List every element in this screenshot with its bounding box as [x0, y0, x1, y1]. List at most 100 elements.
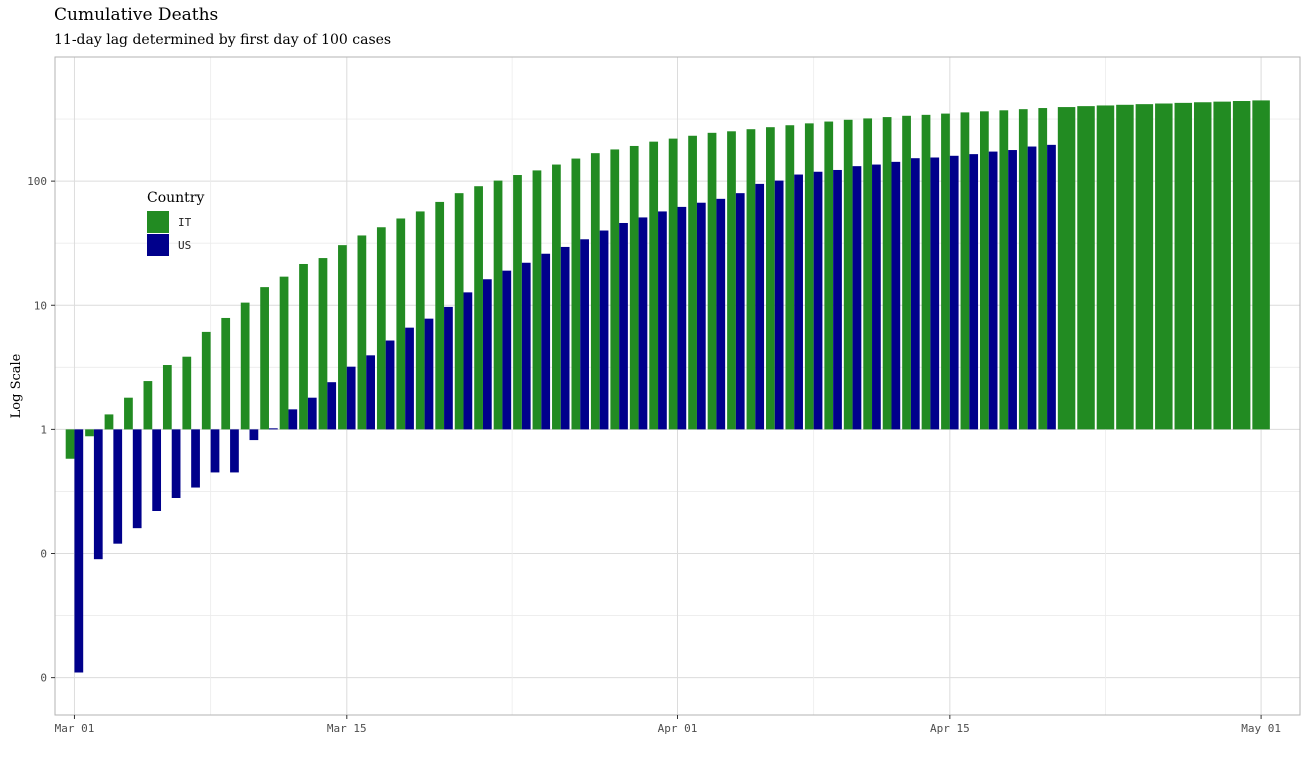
bar-us [210, 429, 220, 473]
y-tick-label: 0 [40, 672, 47, 685]
bar-it [921, 114, 931, 430]
bar-us [502, 270, 512, 430]
bar-us [132, 429, 142, 529]
bar-it [785, 125, 795, 430]
bar-it [1232, 101, 1251, 430]
legend-label-us: US [178, 239, 191, 252]
legend-swatch-us [147, 234, 169, 256]
bar-it [766, 127, 775, 430]
bar-it [143, 381, 153, 430]
bar-us [405, 327, 414, 430]
bar-us [74, 429, 84, 673]
legend-title: Country [147, 190, 204, 206]
bar-us [444, 306, 453, 430]
bar-it [960, 112, 970, 430]
y-axis: 0 0 1 10 100 [27, 175, 55, 685]
bar-it [1077, 106, 1095, 430]
bar-us [113, 429, 123, 544]
bar-it [338, 245, 347, 430]
bar-us [288, 409, 298, 430]
bar-us [93, 429, 103, 560]
x-tick-label: Apr 01 [658, 722, 698, 735]
bar-it [863, 118, 873, 430]
bar-it [999, 110, 1009, 430]
bar-it [474, 186, 483, 430]
bar-us [230, 429, 239, 473]
bar-it [1116, 104, 1134, 430]
bar-it [1135, 104, 1154, 430]
bar-us [580, 239, 589, 430]
x-tick-label: Mar 15 [327, 722, 367, 735]
y-axis-label: Log Scale [9, 353, 24, 418]
bar-it [843, 119, 853, 430]
bar-us [638, 217, 648, 430]
bar-us [774, 180, 784, 430]
bar-us [949, 155, 959, 430]
bar-us [852, 166, 862, 430]
bar-it [688, 135, 697, 430]
bar-us [813, 171, 823, 430]
bar-it [746, 129, 756, 430]
bar-it [299, 263, 308, 430]
bar-us [560, 246, 570, 430]
bar-it [65, 429, 75, 459]
bar-us [152, 429, 162, 511]
bar-it [552, 164, 561, 430]
bar-it [1174, 102, 1193, 430]
bar-us [268, 428, 278, 430]
x-tick-label: May 01 [1241, 722, 1281, 735]
bar-it [727, 131, 736, 430]
bar-us [930, 157, 940, 430]
bar-it [279, 276, 289, 430]
bar-us [327, 382, 337, 430]
bar-it [882, 117, 892, 430]
x-tick-label: Mar 01 [55, 722, 95, 735]
bar-it [454, 193, 464, 430]
bar-us [755, 183, 765, 430]
bar-us [910, 158, 920, 430]
bar-us [872, 164, 881, 430]
bar-it [902, 115, 911, 430]
bar-us [891, 161, 901, 430]
bar-it [707, 132, 717, 430]
bar-us [599, 230, 609, 430]
bar-it [1057, 107, 1076, 430]
bar-us [482, 279, 492, 430]
bar-us [424, 318, 434, 430]
bar-us [171, 429, 181, 498]
bar-it [629, 145, 639, 430]
bar-it [221, 317, 231, 430]
bar-it [532, 170, 542, 430]
bar-it [1096, 105, 1115, 430]
bar-us [541, 253, 551, 430]
bar-it [1213, 101, 1231, 430]
bar-us [969, 154, 979, 430]
bar-it [1193, 102, 1212, 430]
bar-it [1038, 108, 1048, 430]
bar-it [1018, 109, 1028, 430]
bar-us [619, 222, 628, 430]
chart-subtitle: 11-day lag determined by first day of 10… [54, 32, 392, 48]
bar-it [493, 180, 503, 430]
bar-it [104, 414, 114, 430]
bar-it [376, 227, 386, 430]
bar-us [346, 366, 356, 430]
bar-us [307, 397, 317, 430]
bar-it [182, 356, 192, 430]
y-tick-label: 10 [34, 299, 47, 312]
x-tick-label: Apr 15 [930, 722, 970, 735]
bars [65, 100, 1270, 673]
bar-us [249, 429, 259, 441]
bar-it [318, 258, 328, 430]
bar-us [658, 211, 667, 430]
bar-us [988, 151, 998, 430]
bar-it [1252, 100, 1270, 430]
bar-us [366, 355, 375, 430]
bar-us [794, 174, 803, 430]
bar-us [833, 169, 842, 430]
bar-it [649, 141, 659, 430]
bar-us [735, 193, 745, 430]
bar-it [941, 113, 950, 430]
y-tick-label: 1 [40, 423, 47, 436]
y-tick-label: 100 [27, 175, 47, 188]
